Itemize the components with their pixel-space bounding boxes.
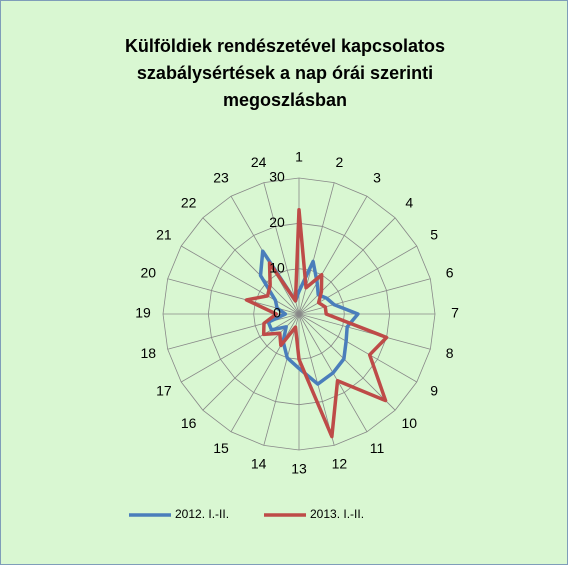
category-label: 7 [451, 305, 459, 321]
category-label: 10 [402, 415, 418, 431]
category-label: 13 [291, 461, 307, 477]
spoke [298, 313, 431, 350]
category-label: 15 [213, 440, 229, 456]
category-label: 8 [446, 345, 454, 361]
category-label: 24 [251, 154, 267, 170]
category-label: 21 [156, 227, 172, 243]
category-label: 23 [213, 170, 229, 186]
category-label: 22 [181, 194, 197, 210]
series-line [244, 207, 389, 439]
spoke [230, 313, 300, 432]
category-label: 17 [156, 383, 172, 399]
spoke [298, 182, 335, 315]
r-tick-label: 20 [269, 214, 285, 230]
spoke [202, 217, 300, 315]
r-tick-label: 30 [269, 169, 285, 185]
spoke [263, 182, 300, 315]
chart-title: Külföldiek rendészetével kapcsolatos sza… [124, 36, 446, 110]
spoke [298, 313, 396, 411]
category-label: 2 [335, 154, 343, 170]
category-label: 18 [141, 345, 157, 361]
spoke [298, 196, 368, 315]
series-line [258, 249, 360, 386]
category-label: 11 [370, 440, 385, 456]
spoke [298, 217, 396, 315]
spoke [202, 313, 300, 411]
category-label: 20 [141, 264, 157, 280]
category-label: 4 [405, 194, 413, 210]
category-label: 12 [332, 455, 348, 471]
category-label: 6 [446, 264, 454, 280]
r-tick-label: 10 [269, 259, 285, 275]
category-label: 14 [251, 455, 267, 471]
category-label: 19 [135, 305, 151, 321]
spoke [298, 313, 335, 446]
category-label: 5 [430, 227, 438, 243]
spoke [298, 313, 417, 383]
spoke [298, 278, 431, 315]
spoke [263, 313, 300, 446]
spoke [181, 313, 300, 383]
r-tick-label: 0 [273, 305, 281, 321]
spoke [181, 245, 300, 315]
category-label: 1 [295, 149, 303, 165]
legend-label: 2013. I.-II. [310, 507, 364, 521]
category-label: 3 [373, 170, 381, 186]
category-label: 9 [430, 383, 438, 399]
legend-label: 2012. I.-II. [175, 507, 229, 521]
category-label: 16 [181, 415, 197, 431]
